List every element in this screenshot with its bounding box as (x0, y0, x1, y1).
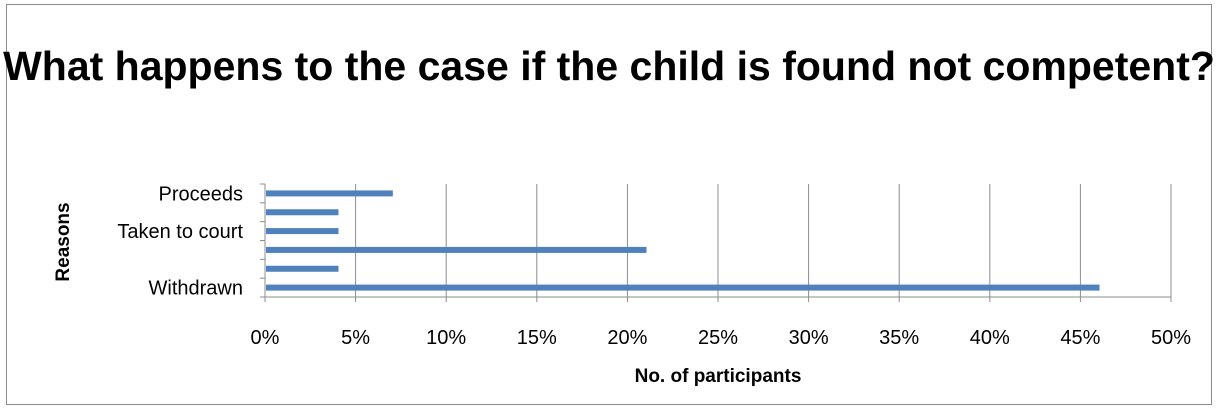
gridlines (355, 184, 1172, 297)
x-tick-label: 45% (1060, 327, 1100, 349)
x-tick-label: 50% (1151, 327, 1191, 349)
x-tick-label: 25% (698, 327, 738, 349)
bar (266, 228, 339, 235)
bar (266, 246, 647, 253)
axes (260, 183, 1172, 302)
y-tick-label: Proceeds (159, 183, 244, 205)
y-axis-title: Reasons (53, 202, 74, 281)
bars (266, 190, 1100, 291)
x-tick-label: 15% (517, 327, 557, 349)
x-tick-label: 30% (789, 327, 829, 349)
bar (266, 209, 339, 216)
x-tick-label: 5% (341, 327, 370, 349)
x-tick-label: 10% (426, 327, 466, 349)
y-tick-label: Taken to court (117, 221, 243, 243)
x-tick-label: 35% (879, 327, 919, 349)
x-tick-label: 20% (607, 327, 647, 349)
bar (266, 284, 1100, 291)
bar (266, 190, 393, 197)
tick-labels: 0% 5% 10% 15% 20% 25% 30% 35% 40% 45% 50% Withdrawn… (117, 183, 1191, 349)
bar (266, 265, 339, 272)
x-axis-title: No. of participants (635, 366, 802, 387)
y-tick-label: Withdrawn (149, 278, 243, 300)
x-tick-label: 0% (251, 327, 280, 349)
chart-frame (6, 4, 1212, 405)
chart-title: What happens to the case if the child is… (3, 43, 1215, 89)
x-tick-label: 40% (970, 327, 1010, 349)
